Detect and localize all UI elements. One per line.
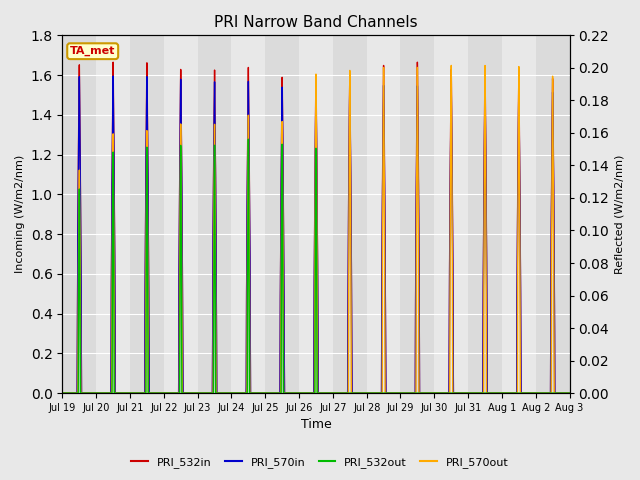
Bar bbox=[536, 36, 570, 393]
Y-axis label: Incoming (W/m2/nm): Incoming (W/m2/nm) bbox=[15, 155, 25, 273]
Bar bbox=[333, 36, 367, 393]
Title: PRI Narrow Band Channels: PRI Narrow Band Channels bbox=[214, 15, 418, 30]
Y-axis label: Reflected (W/m2/nm): Reflected (W/m2/nm) bbox=[615, 155, 625, 274]
Bar bbox=[198, 36, 232, 393]
Bar bbox=[130, 36, 164, 393]
Bar bbox=[63, 36, 96, 393]
Bar bbox=[401, 36, 435, 393]
X-axis label: Time: Time bbox=[301, 419, 332, 432]
Text: TA_met: TA_met bbox=[70, 46, 115, 56]
Bar bbox=[468, 36, 502, 393]
Bar bbox=[265, 36, 299, 393]
Legend: PRI_532in, PRI_570in, PRI_532out, PRI_570out: PRI_532in, PRI_570in, PRI_532out, PRI_57… bbox=[127, 452, 513, 472]
